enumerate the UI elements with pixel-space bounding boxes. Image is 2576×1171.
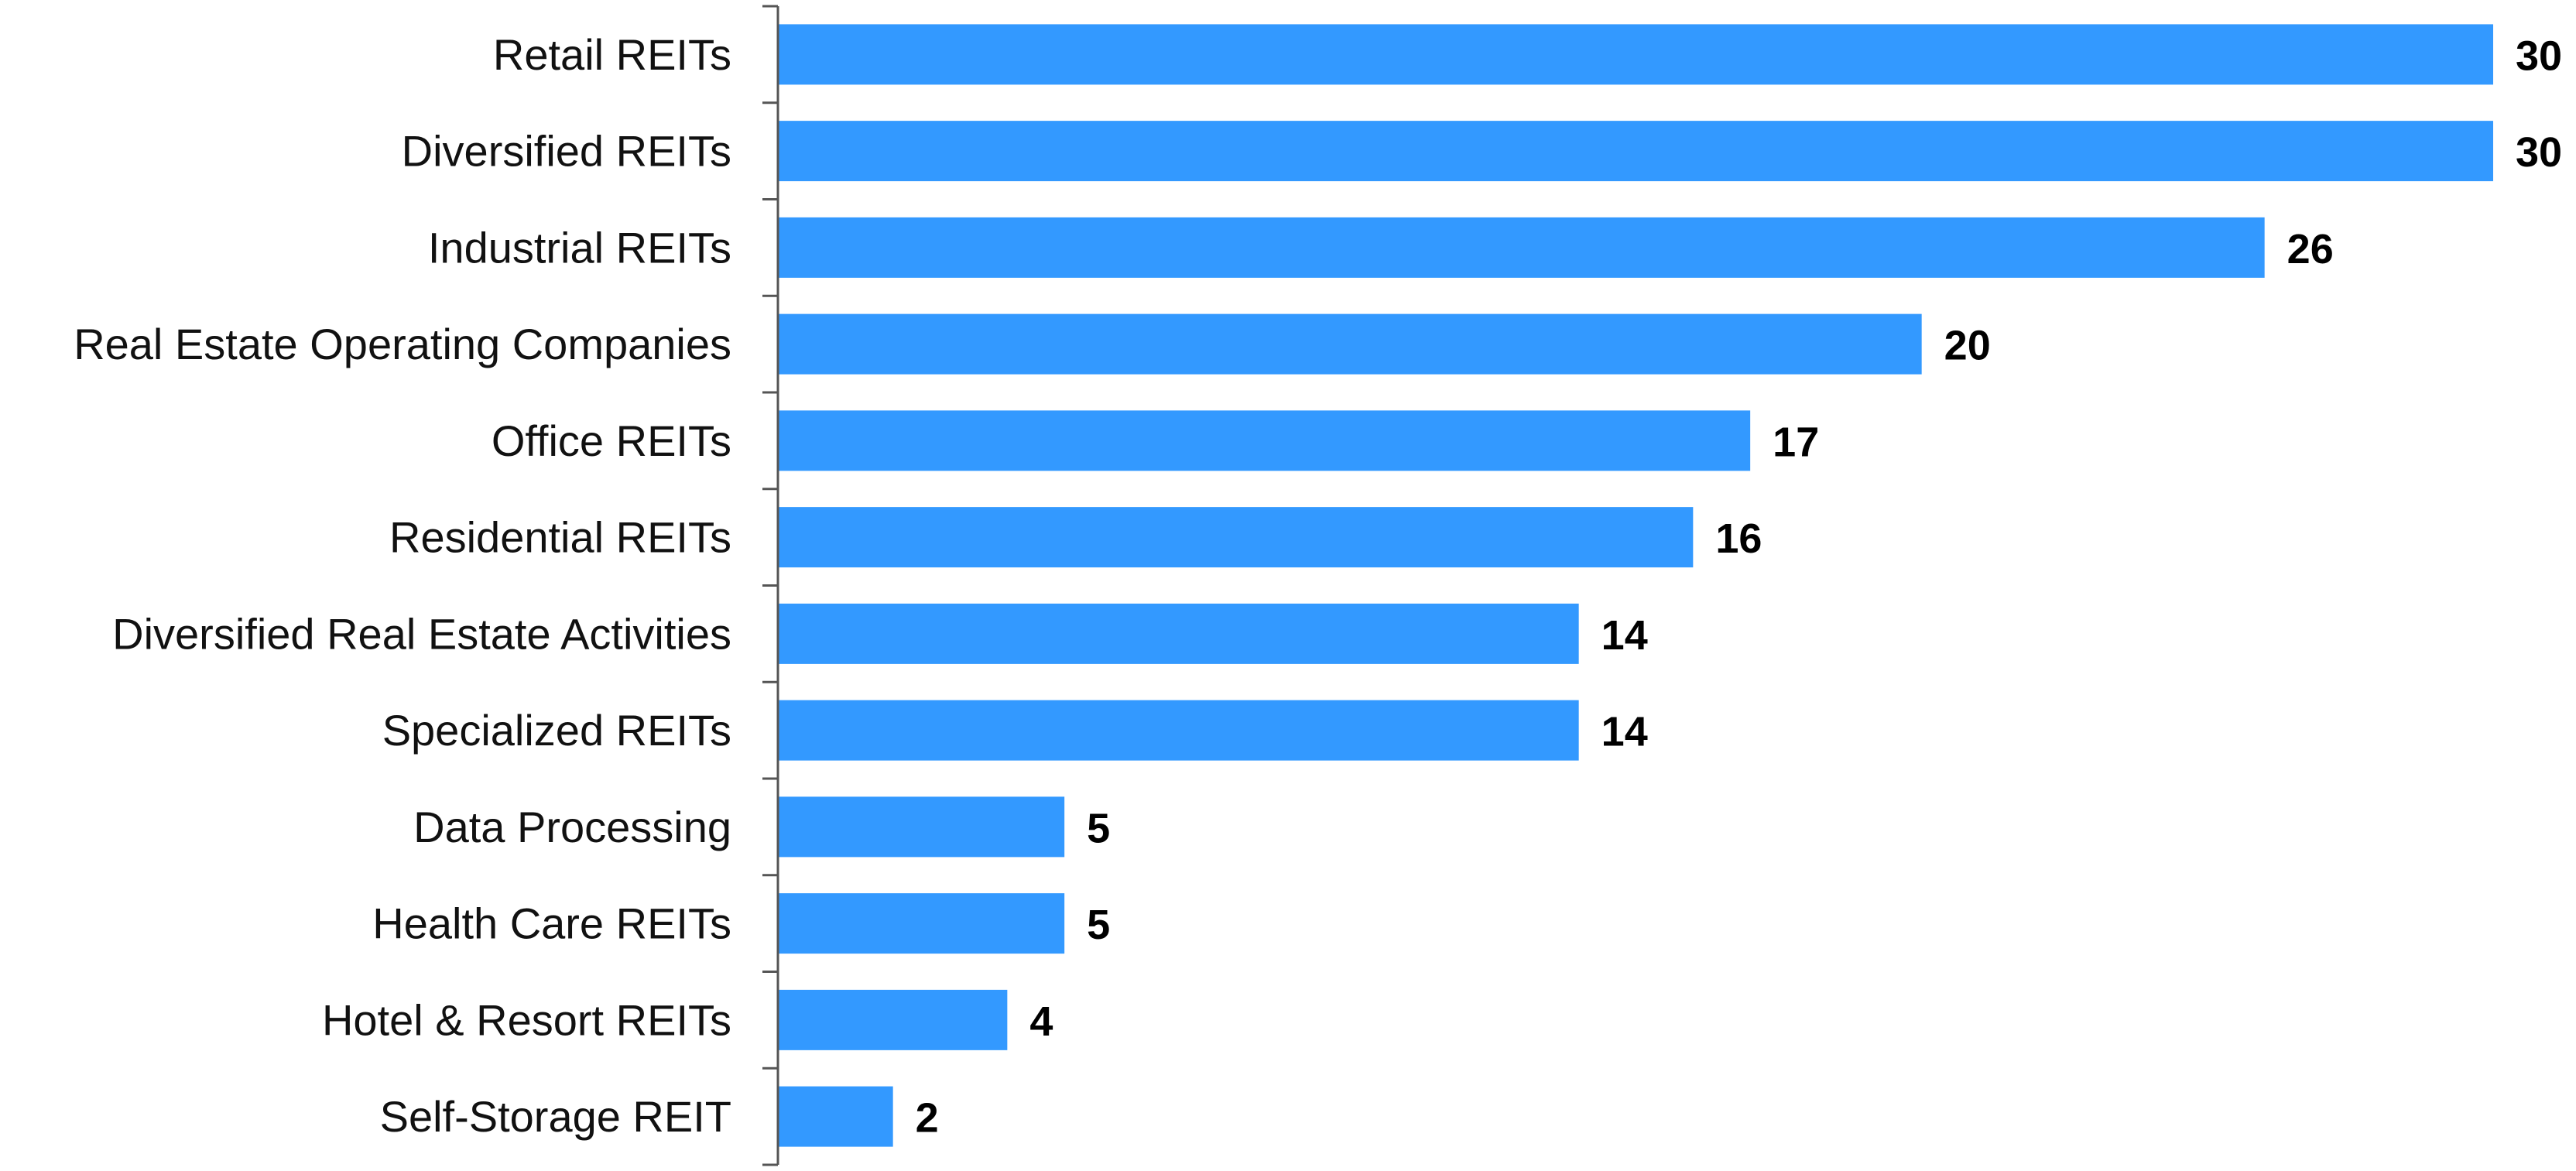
bar-diversified-reits <box>779 121 2493 182</box>
category-label-residential-reits: Residential REITs <box>389 513 731 562</box>
value-label-real-estate-operating-companies: 20 <box>1944 323 1991 369</box>
value-label-data-processing: 5 <box>1087 805 1110 851</box>
bar-retail-reits <box>779 24 2493 85</box>
value-label-retail-reits: 30 <box>2516 33 2562 79</box>
value-label-health-care-reits: 5 <box>1087 902 1110 948</box>
category-label-retail-reits: Retail REITs <box>493 30 731 79</box>
category-label-self-storage-reit: Self-Storage REIT <box>380 1092 731 1141</box>
bar-industrial-reits <box>779 217 2265 278</box>
bar-office-reits <box>779 410 1751 471</box>
value-labels-group: 30 30 26 20 17 16 14 14 5 5 4 2 <box>916 33 2562 1141</box>
value-label-residential-reits: 16 <box>1715 515 1762 562</box>
bar-data-processing <box>779 796 1065 858</box>
value-label-office-reits: 17 <box>1773 419 1819 465</box>
value-label-self-storage-reit: 2 <box>916 1095 939 1142</box>
value-label-specialized-reits: 14 <box>1601 709 1648 755</box>
bar-real-estate-operating-companies <box>779 313 1922 375</box>
value-label-hotel-and-resort-reits: 4 <box>1029 998 1053 1045</box>
category-label-data-processing: Data Processing <box>413 803 731 851</box>
value-label-industrial-reits: 26 <box>2287 226 2334 272</box>
bar-hotel-and-resort-reits <box>779 989 1008 1050</box>
bar-residential-reits <box>779 507 1694 568</box>
bar-specialized-reits <box>779 700 1579 761</box>
category-label-specialized-reits: Specialized REITs <box>382 706 731 755</box>
category-labels-group: Retail REITs Diversified REITs Industrial … <box>74 30 731 1141</box>
category-label-diversified-real-estate-activities: Diversified Real Estate Activities <box>112 609 731 658</box>
category-label-industrial-reits: Industrial REITs <box>428 223 731 272</box>
bars-group <box>779 24 2493 1147</box>
category-label-health-care-reits: Health Care REITs <box>372 899 731 948</box>
bar-self-storage-reit <box>779 1086 893 1147</box>
bar-health-care-reits <box>779 893 1065 954</box>
category-label-real-estate-operating-companies: Real Estate Operating Companies <box>74 320 731 368</box>
y-axis <box>762 5 779 1166</box>
value-label-diversified-real-estate-activities: 14 <box>1601 612 1648 659</box>
value-label-diversified-reits: 30 <box>2516 129 2562 176</box>
category-label-office-reits: Office REITs <box>492 416 731 465</box>
bar-diversified-real-estate-activities <box>779 603 1579 664</box>
category-label-hotel-and-resort-reits: Hotel & Resort REITs <box>322 995 731 1044</box>
category-label-diversified-reits: Diversified REITs <box>402 127 731 176</box>
